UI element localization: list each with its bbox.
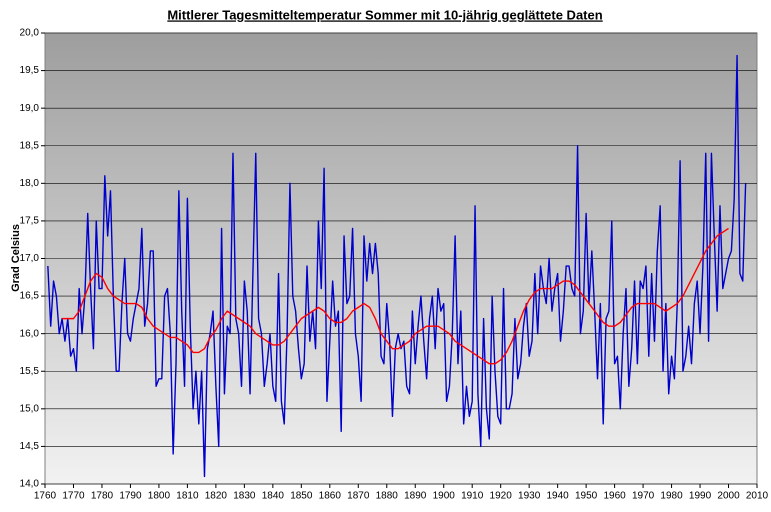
y-axis-label: Grad Celsius — [10, 224, 22, 292]
x-tick-label: 1920 — [490, 491, 513, 502]
x-tick-label: 1930 — [518, 491, 541, 502]
data-line — [47, 54, 747, 478]
y-tick-label: 17,5 — [20, 216, 40, 227]
x-tick-label: 1950 — [575, 491, 598, 502]
x-tick-label: 2000 — [717, 491, 740, 502]
x-tick-label: 1890 — [404, 491, 427, 502]
y-tick-label: 16,5 — [20, 291, 40, 302]
x-tick-label: 1830 — [233, 491, 256, 502]
x-tick-label: 1780 — [91, 491, 114, 502]
x-tick-label: 2010 — [746, 491, 769, 502]
y-tick-label: 15,0 — [20, 403, 40, 414]
y-tick-label: 18,0 — [20, 178, 40, 189]
x-tick-label: 1880 — [376, 491, 399, 502]
x-tick-label: 1840 — [262, 491, 285, 502]
y-tick-label: 14,5 — [20, 441, 40, 452]
y-tick-label: 17,0 — [20, 253, 40, 264]
chart-title: Mittlerer Tagesmitteltemperatur Sommer m… — [167, 7, 602, 22]
x-tick-label: 1850 — [290, 491, 313, 502]
data-line — [62, 227, 729, 365]
x-tick-label: 1900 — [433, 491, 456, 502]
y-tick-label: 20,0 — [20, 28, 40, 39]
x-tick-label: 1770 — [62, 491, 85, 502]
x-tick-label: 1870 — [347, 491, 370, 502]
x-tick-label: 1990 — [689, 491, 712, 502]
y-tick-label: 19,5 — [20, 65, 40, 76]
y-tick-label: 15,5 — [20, 366, 40, 377]
x-tick-label: 1980 — [660, 491, 683, 502]
x-tick-label: 1820 — [205, 491, 228, 502]
x-tick-label: 1940 — [547, 491, 570, 502]
y-tick-label: 14,0 — [20, 479, 40, 490]
y-tick-label: 19,0 — [20, 103, 40, 114]
x-tick-label: 1810 — [176, 491, 199, 502]
x-tick-label: 1910 — [461, 491, 484, 502]
y-tick-label: 16,0 — [20, 328, 40, 339]
x-tick-label: 1860 — [319, 491, 342, 502]
x-tick-label: 1760 — [34, 491, 57, 502]
x-tick-label: 1800 — [148, 491, 171, 502]
y-tick-label: 18,5 — [20, 140, 40, 151]
x-tick-label: 1790 — [119, 491, 142, 502]
x-tick-label: 1960 — [603, 491, 626, 502]
x-tick-label: 1970 — [632, 491, 655, 502]
